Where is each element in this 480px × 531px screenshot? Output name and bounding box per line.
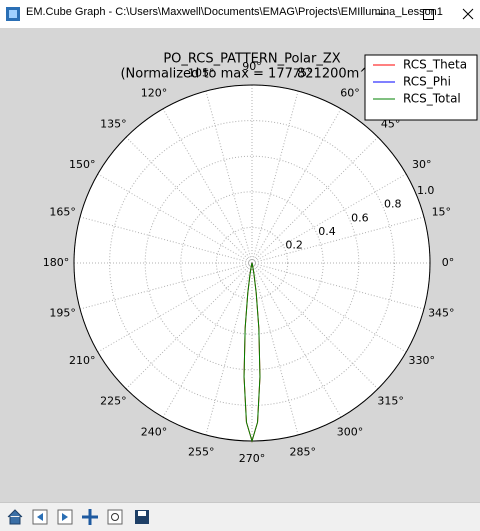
pan-button[interactable] — [82, 509, 98, 525]
series-line — [243, 262, 261, 443]
r-tick-label: 1.0 — [417, 184, 435, 197]
toolbar — [0, 502, 480, 531]
save-button[interactable] — [135, 510, 149, 524]
forward-button[interactable] — [57, 509, 73, 525]
window-title: EM.Cube Graph - C:\Users\Maxwell\Documen… — [26, 6, 443, 18]
legend-box — [364, 54, 478, 121]
maximize-button[interactable] — [423, 9, 434, 20]
theta-tick-label: 105° — [188, 67, 215, 80]
theta-tick-label: 135° — [100, 117, 127, 130]
legend-label: RCS_Theta — [403, 58, 467, 72]
r-tick-label: 0.8 — [384, 198, 402, 211]
close-button[interactable] — [462, 8, 474, 20]
theta-tick-label: 0° — [442, 256, 455, 269]
theta-tick-label: 345° — [428, 307, 455, 320]
toolbar-icons — [7, 509, 149, 525]
theta-tick-label: 240° — [141, 426, 168, 439]
title-bar: EM.Cube Graph - C:\Users\Maxwell\Documen… — [0, 0, 480, 28]
theta-tick-label: 225° — [100, 395, 127, 408]
theta-tick-label: 30° — [412, 158, 432, 171]
back-button[interactable] — [32, 509, 48, 525]
home-button[interactable] — [7, 509, 23, 525]
plot-area: PO_RCS_PATTERN_Polar_ZX (Normalized to m… — [0, 28, 480, 502]
theta-tick-label: 270° — [239, 452, 266, 465]
theta-tick-label: 180° — [43, 256, 70, 269]
r-tick-label: 0.6 — [351, 211, 369, 224]
theta-tick-label: 120° — [141, 86, 168, 99]
title-bar-icons — [6, 7, 474, 21]
r-tick-label: 0.2 — [285, 239, 303, 252]
theta-tick-label: 300° — [337, 426, 364, 439]
legend-label: RCS_Phi — [403, 75, 451, 89]
theta-tick-label: 330° — [408, 354, 435, 367]
r-grid-circle — [109, 120, 395, 406]
r-grid-circle — [215, 226, 289, 300]
theta-tick-label: 210° — [69, 354, 96, 367]
theta-tick-label: 315° — [377, 395, 404, 408]
theta-tick-label: 15° — [432, 205, 452, 218]
theta-tick-label: 165° — [49, 205, 76, 218]
theta-tick-label: 285° — [289, 445, 316, 458]
r-grid-circle — [180, 191, 324, 335]
theta-tick-label: 255° — [188, 445, 215, 458]
chart-title: PO_RCS_PATTERN_Polar_ZX — [163, 52, 340, 67]
chart-subtitle: (Normalized to max = 177.821200m^2) — [120, 67, 383, 82]
zoom-button[interactable] — [107, 509, 123, 525]
r-grid-circle — [144, 155, 360, 371]
app-icon-inner — [9, 10, 17, 18]
theta-tick-label: 45° — [381, 117, 401, 130]
chart: PO_RCS_PATTERN_Polar_ZX (Normalized to m… — [43, 52, 478, 465]
theta-tick-label: 195° — [49, 307, 76, 320]
theta-tick-label: 75° — [293, 67, 313, 80]
theta-tick-label: 90° — [242, 60, 262, 73]
theta-tick-label: 150° — [69, 158, 96, 171]
r-tick-label: 0.4 — [318, 225, 336, 238]
legend-label: RCS_Total — [403, 92, 461, 106]
theta-tick-label: 60° — [340, 86, 360, 99]
